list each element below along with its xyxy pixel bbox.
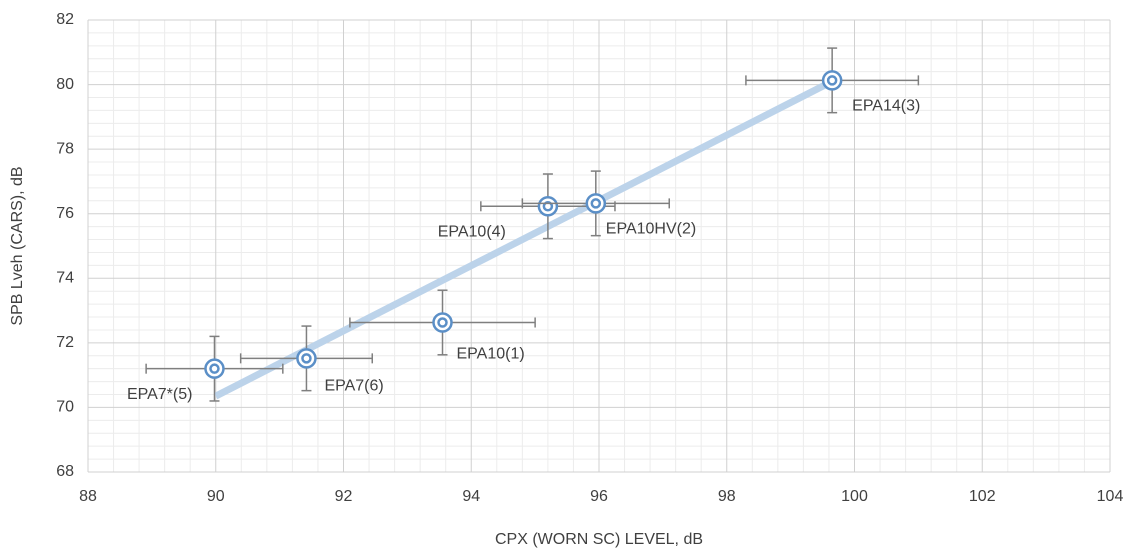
point-label: EPA7*(5) [127, 386, 193, 403]
y-tick-label: 70 [56, 399, 74, 416]
x-tick-label: 96 [590, 488, 608, 505]
x-tick-label: 88 [79, 488, 97, 505]
y-tick-label: 68 [56, 463, 74, 480]
x-tick-label: 90 [207, 488, 225, 505]
y-tick-label: 76 [56, 205, 74, 222]
x-tick-label: 94 [462, 488, 480, 505]
y-tick-label: 72 [56, 334, 74, 351]
point-core [209, 363, 220, 374]
point-label: EPA10(4) [438, 224, 506, 241]
point-core [301, 353, 312, 364]
point [585, 193, 607, 214]
y-tick-label: 80 [56, 76, 74, 93]
point [537, 196, 559, 217]
x-tick-label: 92 [335, 488, 353, 505]
point [204, 358, 225, 379]
y-axis-title: SPB Lveh (CARS), dB [9, 166, 26, 325]
point-core [590, 198, 602, 209]
x-tick-label: 104 [1097, 488, 1124, 505]
y-tick-label: 78 [56, 140, 74, 157]
point-core [437, 317, 448, 328]
x-axis-title: CPX (WORN SC) LEVEL, dB [495, 531, 703, 548]
point-core [826, 75, 838, 86]
point-core [542, 201, 554, 212]
trendline [214, 78, 834, 400]
y-tick-label: 82 [56, 11, 74, 28]
point [432, 312, 453, 333]
y-tick-label: 74 [56, 270, 74, 287]
x-tick-label: 98 [718, 488, 736, 505]
x-tick-label: 100 [841, 488, 868, 505]
point-label: EPA7(6) [324, 378, 383, 395]
x-tick-label: 102 [969, 488, 996, 505]
point-label: EPA10HV(2) [606, 221, 696, 238]
point-label: EPA10(1) [457, 346, 525, 363]
point [296, 348, 317, 369]
point [821, 70, 843, 91]
point-label: EPA14(3) [852, 98, 920, 115]
